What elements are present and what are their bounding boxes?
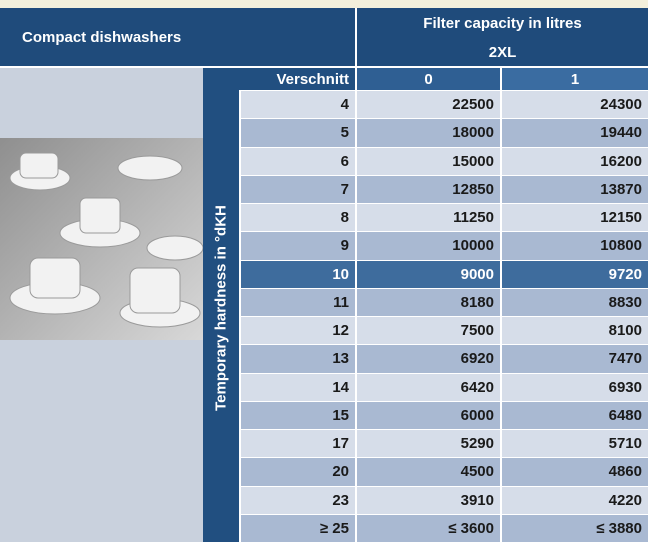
header-model: 2XL — [357, 38, 648, 66]
capacity-cell: 5710 — [502, 430, 648, 457]
hardness-cell: 7 — [241, 176, 355, 203]
verschnitt-label: Verschnitt — [203, 68, 355, 90]
capacity-cell: 8180 — [357, 289, 500, 316]
capacity-cell: ≤ 3600 — [357, 515, 500, 542]
capacity-cell: 8100 — [502, 317, 648, 344]
capacity-cell: 6480 — [502, 402, 648, 429]
column-header: 0 — [357, 68, 500, 90]
page: Compact dishwashers Filter capacity in l… — [0, 0, 648, 542]
hardness-cell: ≥ 25 — [241, 515, 355, 542]
capacity-cell: 6920 — [357, 345, 500, 372]
capacity-cell: 8830 — [502, 289, 648, 316]
column-header: 1 — [502, 68, 648, 90]
hardness-cell: 13 — [241, 345, 355, 372]
hardness-cell: 17 — [241, 430, 355, 457]
capacity-cell: 4220 — [502, 487, 648, 514]
capacity-cell: 16200 — [502, 148, 648, 175]
header-capacity: Filter capacity in litres — [357, 8, 648, 38]
capacity-cell: 7500 — [357, 317, 500, 344]
hardness-cell: 5 — [241, 119, 355, 146]
capacity-cell: 4860 — [502, 458, 648, 485]
cups-photo — [0, 138, 203, 340]
top-strip — [0, 0, 648, 8]
capacity-cell: 12850 — [357, 176, 500, 203]
capacity-cell: 7470 — [502, 345, 648, 372]
capacity-cell: 24300 — [502, 91, 648, 118]
capacity-cell: 10800 — [502, 232, 648, 259]
capacity-cell: 6000 — [357, 402, 500, 429]
capacity-cell: 6420 — [357, 374, 500, 401]
capacity-cell: 18000 — [357, 119, 500, 146]
capacity-cell: 22500 — [357, 91, 500, 118]
capacity-cell: ≤ 3880 — [502, 515, 648, 542]
capacity-cell: 19440 — [502, 119, 648, 146]
hardness-cell: 20 — [241, 458, 355, 485]
hardness-cell: 6 — [241, 148, 355, 175]
capacity-cell: 4500 — [357, 458, 500, 485]
hardness-cell: 10 — [241, 261, 355, 288]
hardness-cell: 23 — [241, 487, 355, 514]
hardness-cell: 9 — [241, 232, 355, 259]
hardness-cell: 11 — [241, 289, 355, 316]
hardness-cell: 8 — [241, 204, 355, 231]
hardness-cell: 15 — [241, 402, 355, 429]
capacity-cell: 12150 — [502, 204, 648, 231]
hardness-cell: 14 — [241, 374, 355, 401]
axis-label: Temporary hardness in °dKH — [213, 205, 230, 411]
capacity-cell: 10000 — [357, 232, 500, 259]
capacity-cell: 15000 — [357, 148, 500, 175]
capacity-cell: 5290 — [357, 430, 500, 457]
hardness-cell: 4 — [241, 91, 355, 118]
capacity-cell: 3910 — [357, 487, 500, 514]
capacity-cell: 6930 — [502, 374, 648, 401]
header-title: Compact dishwashers — [0, 8, 355, 66]
hardness-cell: 12 — [241, 317, 355, 344]
capacity-cell: 9720 — [502, 261, 648, 288]
capacity-cell: 11250 — [357, 204, 500, 231]
capacity-cell: 13870 — [502, 176, 648, 203]
capacity-cell: 9000 — [357, 261, 500, 288]
